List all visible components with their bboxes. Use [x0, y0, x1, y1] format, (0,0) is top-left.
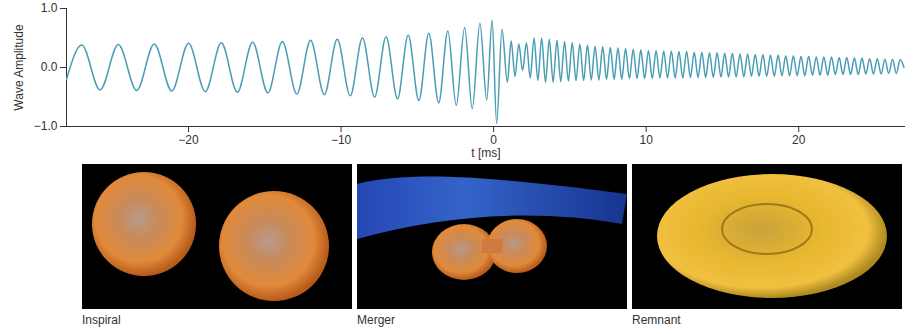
- svg-text:0.0: 0.0: [41, 60, 58, 74]
- svg-text:1.0: 1.0: [41, 1, 58, 15]
- svg-text:10: 10: [639, 133, 653, 147]
- svg-text:Wave Amplitude: Wave Amplitude: [12, 24, 26, 111]
- svg-text:20: 20: [792, 133, 806, 147]
- svg-text:t [ms]: t [ms]: [471, 146, 500, 160]
- svg-text:−10: −10: [331, 133, 352, 147]
- svg-text:−1.0: −1.0: [34, 119, 58, 133]
- svg-text:0: 0: [490, 133, 497, 147]
- svg-text:Inspiral: Inspiral: [82, 313, 121, 327]
- svg-text:Merger: Merger: [357, 313, 395, 327]
- svg-text:Remnant: Remnant: [632, 313, 681, 327]
- svg-text:−20: −20: [178, 133, 199, 147]
